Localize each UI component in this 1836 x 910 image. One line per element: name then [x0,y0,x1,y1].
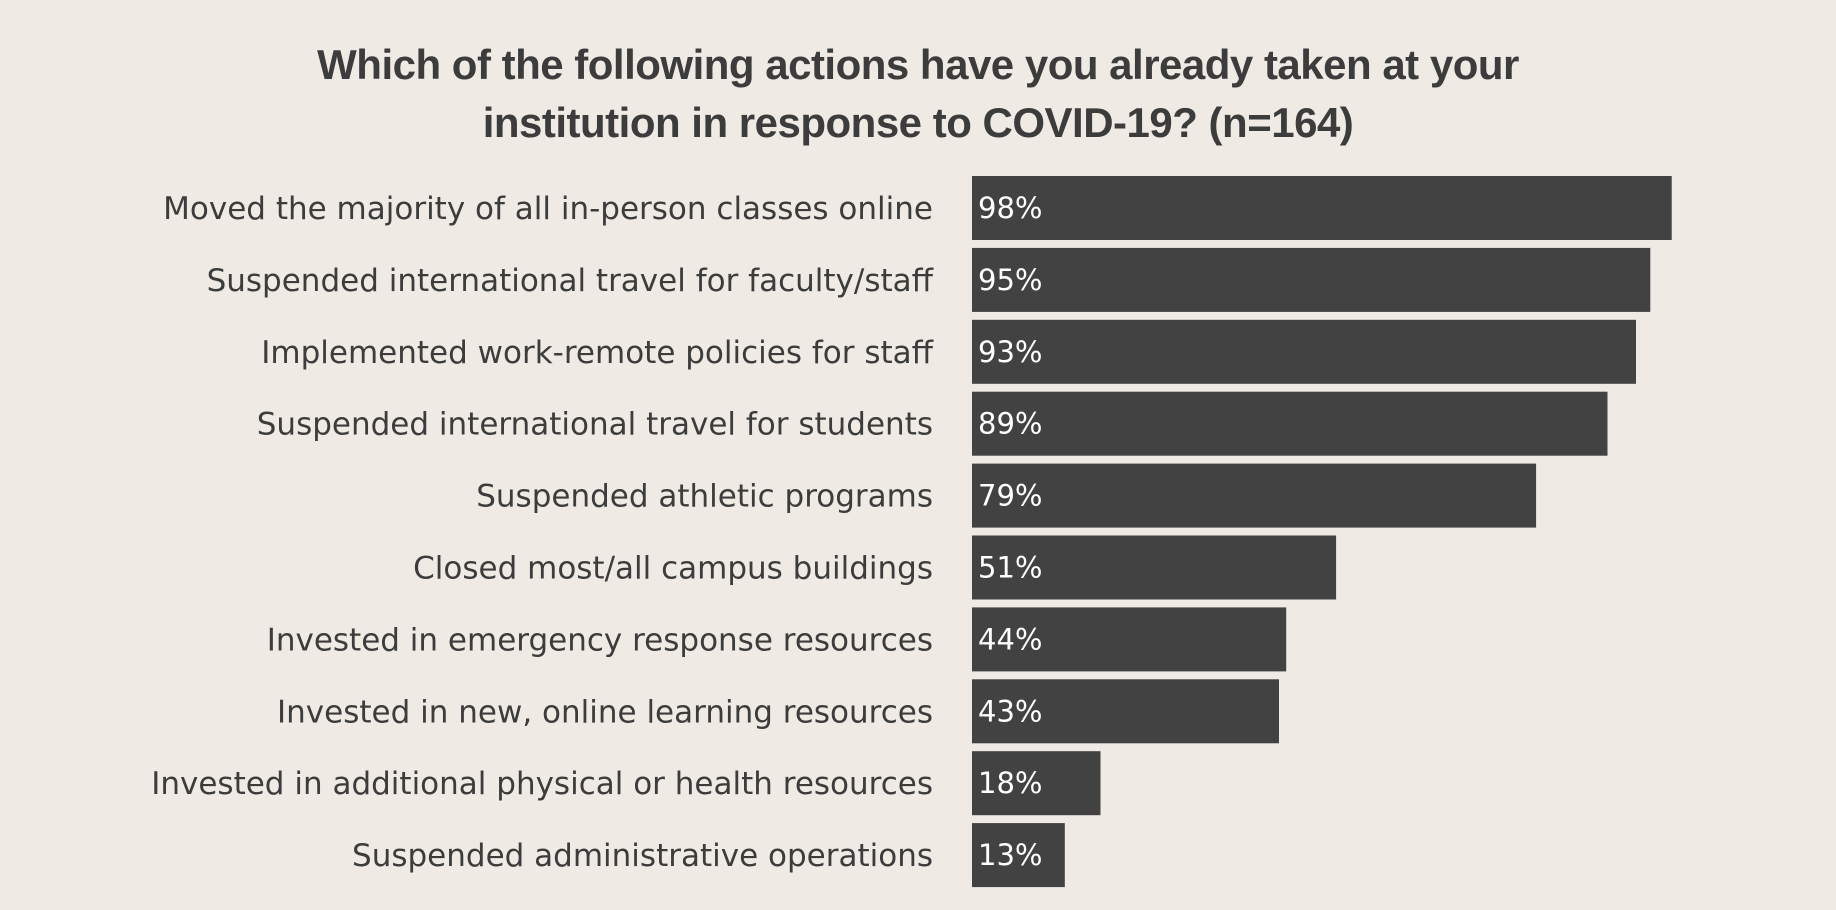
value-label-4: 89% [978,407,1042,441]
bar-1 [972,176,1672,240]
value-label-3: 93% [978,335,1042,369]
bar-6 [972,535,1337,600]
category-label-9: Invested in additional physical or healt… [151,766,933,802]
value-label-1: 98% [978,191,1042,225]
chart-title-line-1: Which of the following actions have you … [317,41,1519,88]
category-label-8: Invested in new, online learning resourc… [277,694,933,730]
category-label-7: Invested in emergency response resources [267,622,933,658]
chart-title-line-2: institution in response to COVID-19? (n=… [482,99,1354,146]
category-label-6: Closed most/all campus buildings [413,551,933,587]
bar-9 [972,751,1101,816]
bar-8 [972,679,1279,744]
bar-2 [972,247,1651,312]
bar-5 [972,463,1537,528]
value-label-2: 95% [978,263,1042,297]
value-label-5: 79% [978,479,1042,513]
category-label-2: Suspended international travel for facul… [207,263,934,299]
value-label-10: 13% [978,838,1042,872]
value-label-9: 18% [978,766,1042,800]
bar-4 [972,391,1608,456]
category-label-10: Suspended administrative operations [352,838,933,874]
bar-10 [972,823,1065,888]
chart-title: Which of the following actions have you … [0,36,1836,152]
category-label-1: Moved the majority of all in-person clas… [163,191,933,227]
value-label-6: 51% [978,551,1042,585]
value-label-8: 43% [978,694,1042,728]
category-label-3: Implemented work-remote policies for sta… [261,335,933,371]
category-label-4: Suspended international travel for stude… [257,407,933,443]
bar-7 [972,607,1287,672]
bar-3 [972,319,1636,384]
value-label-7: 44% [978,622,1042,656]
category-label-5: Suspended athletic programs [476,479,933,515]
